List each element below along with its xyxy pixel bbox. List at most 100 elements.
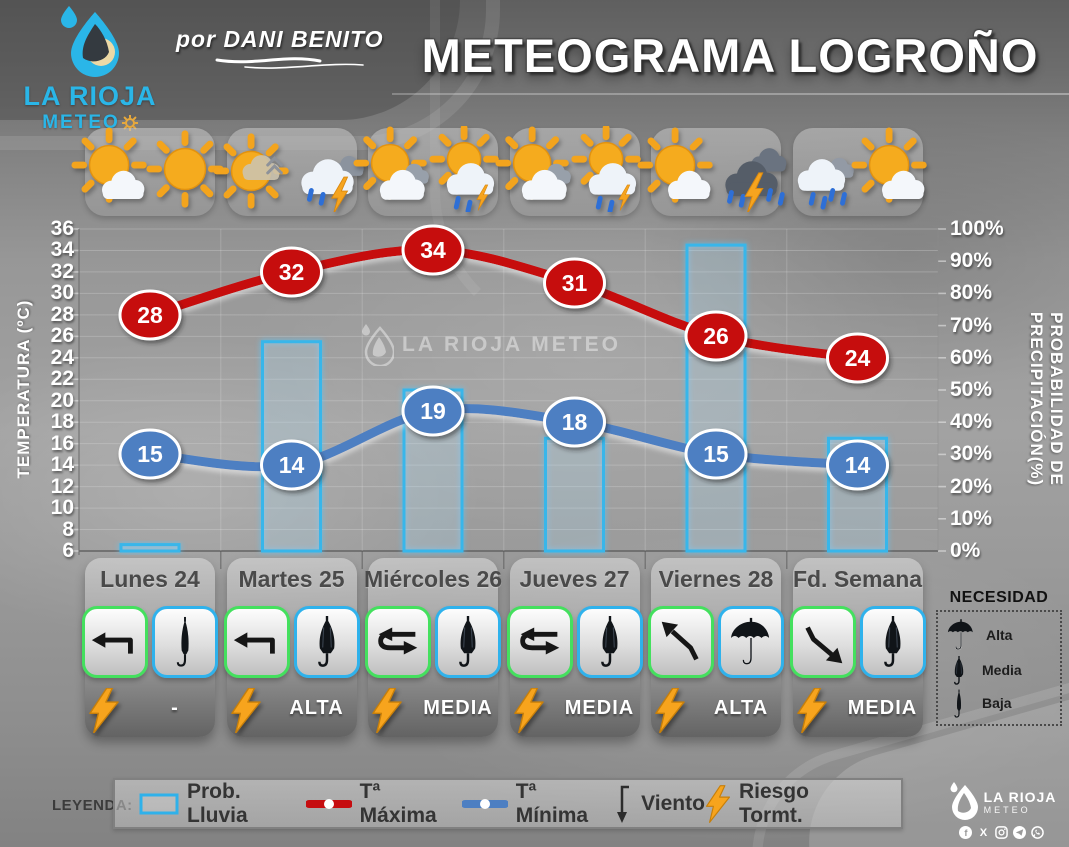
title-divider	[392, 93, 1069, 95]
temp-tick: 18	[50, 410, 74, 434]
temp-point: 19	[401, 385, 465, 437]
temp-tick: 22	[50, 367, 74, 391]
wind-direction-icon-downright	[804, 626, 842, 664]
footer-brand-name: LA RIOJA	[983, 788, 1057, 805]
temp-tick: 12	[50, 474, 74, 498]
instagram-icon	[994, 826, 1008, 839]
wind-direction-icon-upleft	[661, 621, 699, 661]
legend-item-rain-bar: Prob. Lluvia	[139, 780, 306, 828]
precip-tick: 20%	[950, 474, 993, 498]
temp-value: 15	[703, 441, 729, 467]
precip-bar	[685, 243, 747, 553]
legend-item-line-min: Tª Mínima	[461, 780, 613, 828]
temp-tick: 10	[50, 496, 74, 520]
storm-risk-label: -	[171, 697, 179, 719]
weather-icon-sun-cloud-gray	[353, 126, 429, 200]
temp-value: 18	[562, 409, 588, 435]
necesidad-box: Alta Media Baja	[936, 610, 1062, 726]
umbrella-box	[152, 606, 218, 678]
legend-item-wind-arrow: Viento	[613, 784, 705, 824]
temp-point: 31	[543, 257, 606, 309]
umbrella-closed-icon	[883, 616, 900, 668]
storm-risk-label: MEDIA	[847, 697, 918, 719]
necesidad-item: Alta	[946, 618, 1052, 652]
precip-tick: 50%	[950, 378, 993, 401]
temp-tick: 36	[50, 217, 74, 240]
watermark-drop-icon	[362, 324, 394, 366]
wind-box	[648, 606, 714, 678]
storm-risk-lightning-icon	[89, 687, 119, 734]
storm-risk-label: ALTA	[289, 697, 344, 719]
brand-sub: METEO	[42, 112, 120, 133]
temp-tick: 24	[50, 345, 74, 369]
telegram-icon	[1012, 826, 1026, 839]
storm-risk-label: ALTA	[713, 697, 769, 719]
umbrella-box	[859, 606, 926, 678]
necesidad-item: Media	[946, 655, 1052, 685]
temp-point: 15	[684, 428, 748, 480]
storm-risk-bolt	[654, 687, 686, 738]
rain-bar-icon	[139, 792, 179, 816]
day-label: Miércoles 26	[363, 566, 503, 592]
temp-value: 15	[137, 441, 163, 467]
brand-name: LA RIOJA	[23, 81, 157, 111]
weather-icon-dark-storm	[725, 148, 787, 212]
precip-tick: 100%	[950, 217, 1004, 240]
weather-icon-sun-storm	[429, 126, 499, 212]
wind-direction-icon-left	[91, 632, 133, 654]
day-label: Viernes 28	[658, 566, 774, 592]
water-drop-logo-icon	[61, 6, 119, 77]
legend-item-lightning: Riesgo Tormt.	[705, 780, 877, 828]
storm-risk-lightning-icon	[513, 687, 544, 734]
weather-icon-sun-storm	[570, 126, 641, 212]
necesidad-legend: NECESIDAD Alta Media Baja	[936, 589, 1062, 726]
wind-box	[365, 606, 431, 678]
necesidad-item-label: Media	[982, 662, 1022, 679]
temp-point: 14	[260, 439, 323, 491]
brand-logo: LA RIOJA METEO	[10, 6, 170, 134]
storm-risk-bolt	[230, 687, 262, 738]
right-axis-title: PROBABILIDAD DE PRECIPITACIÓN(%)	[1027, 311, 1066, 487]
temp-point: 18	[543, 396, 606, 448]
legend-item-label: Viento	[641, 791, 705, 815]
temp-tick: 30	[50, 281, 74, 305]
storm-risk-lightning-icon	[372, 687, 402, 734]
storm-risk-lightning-icon	[796, 687, 827, 734]
wind-box	[223, 606, 290, 678]
temp-point: 34	[401, 224, 465, 276]
day-label: Martes 25	[238, 566, 345, 592]
temp-value: 26	[703, 323, 729, 349]
umbrella-closed-icon	[953, 655, 964, 685]
temp-tick: 14	[50, 453, 74, 477]
page-title: METEOGRAMA LOGROÑO	[421, 29, 1039, 82]
weather-icon-sun	[146, 130, 224, 208]
chart-gridlines	[71, 228, 946, 569]
wind-box	[789, 606, 856, 678]
temp-tick: 16	[50, 431, 74, 455]
precip-tick: 10%	[950, 506, 993, 530]
wind-box	[82, 606, 148, 678]
weather-icon-sun-cloud	[637, 127, 713, 203]
legend-item-label: Riesgo Tormt.	[738, 779, 809, 827]
precip-bar	[544, 436, 605, 553]
necesidad-title: NECESIDAD	[949, 589, 1049, 606]
weather-icon-storm-cloud	[300, 155, 364, 212]
legend-item-label: Prob. Lluvia	[187, 779, 248, 827]
temp-value: 31	[562, 270, 588, 296]
temp-value: 24	[845, 345, 871, 371]
facebook-icon: f	[958, 826, 972, 839]
temp-value: 32	[279, 259, 305, 285]
umbrella-thin-icon	[176, 617, 189, 667]
umbrella-thin-icon	[954, 689, 962, 718]
temp-point: 28	[118, 289, 182, 341]
precip-tick: 60%	[950, 345, 993, 369]
weather-icon-sun-cloud	[71, 127, 147, 203]
temp-point: 15	[118, 428, 182, 480]
storm-risk-bolt	[88, 687, 120, 738]
umbrella-box	[435, 606, 501, 678]
wind-box	[506, 606, 573, 678]
precip-tick: 30%	[950, 442, 993, 466]
precip-tick: 0%	[950, 539, 981, 562]
temp-value: 34	[420, 237, 446, 263]
